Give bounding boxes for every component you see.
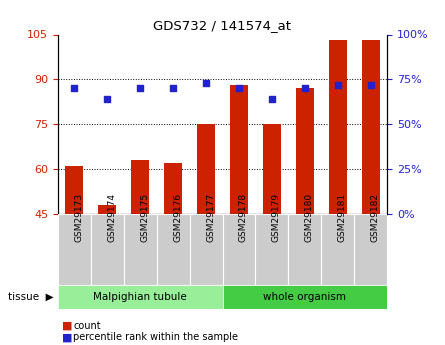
Text: ■: ■: [62, 333, 73, 342]
Text: GSM29175: GSM29175: [140, 193, 149, 242]
Point: [235, 86, 243, 91]
Bar: [354, 214, 387, 285]
Text: tissue  ▶: tissue ▶: [8, 292, 53, 302]
Bar: [157, 214, 190, 285]
Bar: [164, 163, 182, 214]
Point: [137, 86, 144, 91]
Bar: [58, 214, 91, 285]
Text: GSM29173: GSM29173: [74, 193, 83, 242]
Text: GSM29182: GSM29182: [371, 193, 380, 242]
Text: GSM29177: GSM29177: [206, 193, 215, 242]
Bar: [65, 166, 83, 214]
Bar: [98, 205, 116, 214]
Bar: [362, 40, 380, 214]
Bar: [197, 124, 215, 214]
Bar: [58, 285, 222, 309]
Point: [202, 80, 210, 86]
Text: GSM29179: GSM29179: [272, 193, 281, 242]
Bar: [263, 124, 281, 214]
Point: [367, 82, 374, 88]
Text: Malpighian tubule: Malpighian tubule: [93, 292, 187, 302]
Text: ■: ■: [62, 321, 73, 331]
Bar: [190, 214, 222, 285]
Text: GSM29178: GSM29178: [239, 193, 248, 242]
Bar: [91, 214, 124, 285]
Bar: [296, 88, 314, 214]
Bar: [230, 85, 248, 214]
Text: percentile rank within the sample: percentile rank within the sample: [73, 333, 239, 342]
Bar: [255, 214, 288, 285]
Point: [301, 86, 308, 91]
Bar: [321, 214, 354, 285]
Bar: [124, 214, 157, 285]
Text: GSM29181: GSM29181: [338, 193, 347, 242]
Text: GSM29174: GSM29174: [107, 193, 116, 242]
Point: [268, 96, 275, 102]
Point: [334, 82, 341, 88]
Title: GDS732 / 141574_at: GDS732 / 141574_at: [154, 19, 291, 32]
Bar: [131, 160, 149, 214]
Text: GSM29176: GSM29176: [173, 193, 182, 242]
Bar: [222, 214, 255, 285]
Text: count: count: [73, 321, 101, 331]
Bar: [222, 285, 387, 309]
Bar: [329, 40, 347, 214]
Point: [71, 86, 78, 91]
Text: GSM29180: GSM29180: [305, 193, 314, 242]
Point: [170, 86, 177, 91]
Bar: [288, 214, 321, 285]
Text: whole organism: whole organism: [263, 292, 346, 302]
Point: [104, 96, 111, 102]
